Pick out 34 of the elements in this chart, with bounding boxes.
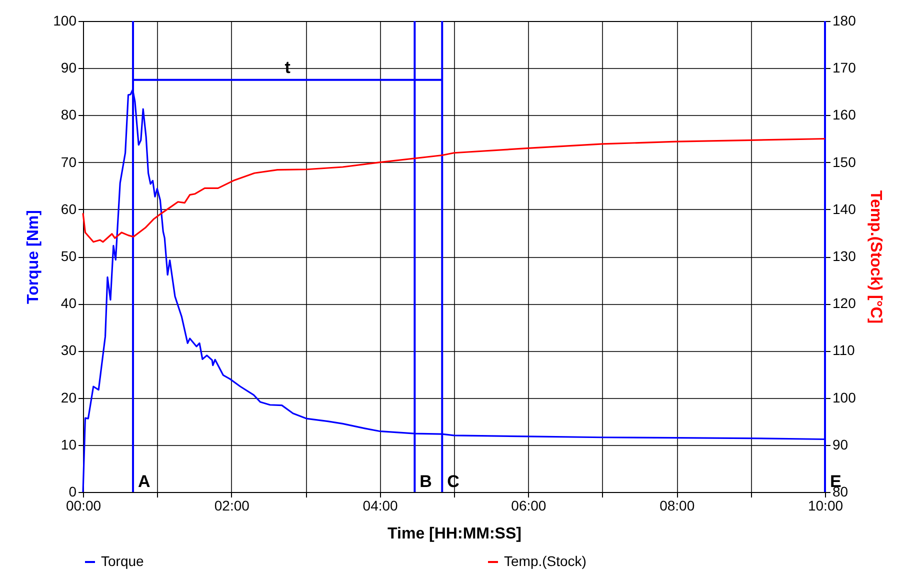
y-tick-label: 70 xyxy=(60,154,77,170)
x-tick-label: 04:00 xyxy=(362,498,398,514)
x-axis-title: Time [HH:MM:SS] xyxy=(388,526,522,542)
y-axis-title: Torque [Nm] xyxy=(25,210,42,304)
x-tick-label: 02:00 xyxy=(214,498,250,514)
y2-tick-label: 120 xyxy=(832,295,856,312)
y2-tick-label: 130 xyxy=(832,248,856,264)
y-tick-label: 40 xyxy=(60,295,77,312)
y-tick-label: 50 xyxy=(60,248,77,264)
y-tick-label: 90 xyxy=(60,60,77,76)
y2-tick-label: 170 xyxy=(832,60,856,76)
x-tick-label: 00:00 xyxy=(66,498,102,514)
x-tick-label: 08:00 xyxy=(660,498,695,514)
y2-tick-label: 150 xyxy=(832,154,856,170)
ref-line-label: B xyxy=(420,472,432,491)
y2-axis-title: Temp.(Stock) [°C] xyxy=(866,190,884,324)
legend-label: Torque xyxy=(101,553,144,569)
ref-line-label: A xyxy=(138,472,150,491)
y-tick-label: 100 xyxy=(53,12,77,28)
legend-label: Temp.(Stock) xyxy=(504,553,586,569)
y2-tick-label: 110 xyxy=(832,342,856,358)
y-tick-label: 30 xyxy=(60,342,77,358)
y-tick-label: 0 xyxy=(68,484,77,500)
y-tick-label: 80 xyxy=(60,106,77,123)
y-tick-label: 60 xyxy=(60,200,77,217)
y-tick-label: 10 xyxy=(60,436,77,452)
y2-tick-label: 100 xyxy=(832,389,856,406)
y2-tick-label: 140 xyxy=(832,200,856,217)
y-tick-label: 20 xyxy=(60,389,77,406)
y2-tick-label: 180 xyxy=(832,12,856,28)
x-tick-label: 10:00 xyxy=(808,498,844,514)
y2-tick-label: 160 xyxy=(832,106,856,123)
y2-tick-label: 90 xyxy=(832,436,848,452)
x-tick-label: 06:00 xyxy=(511,498,546,514)
